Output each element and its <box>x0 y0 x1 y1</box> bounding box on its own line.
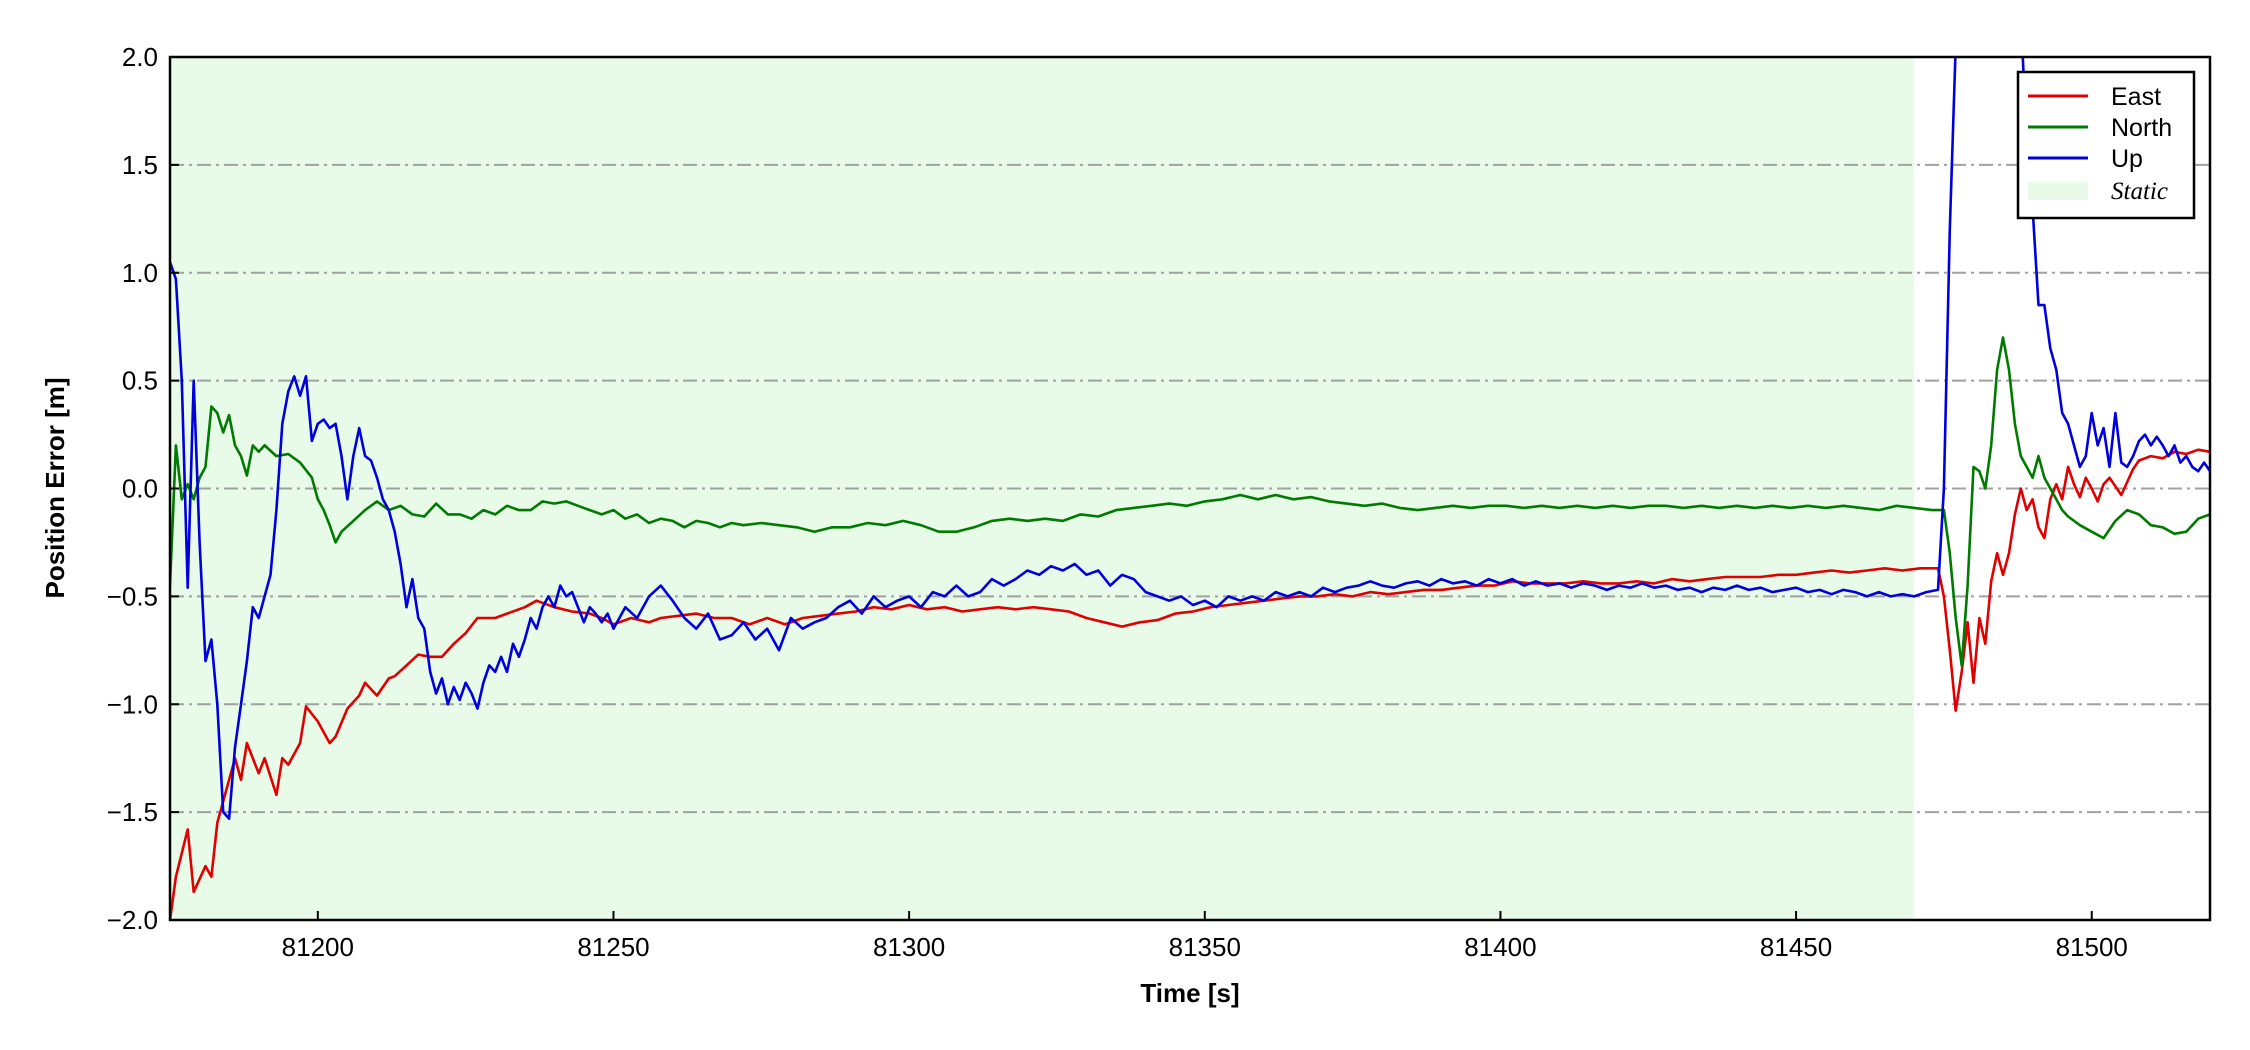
legend-label-up: Up <box>2111 145 2143 173</box>
legend-label-east: East <box>2111 83 2161 111</box>
x-tick-label: 81250 <box>577 932 649 962</box>
x-tick-label: 81400 <box>1464 932 1536 962</box>
y-tick-label: 1.5 <box>122 150 158 180</box>
legend-swatch-static <box>2028 182 2088 200</box>
y-tick-label: −2.0 <box>107 905 158 935</box>
x-axis-title: Time [s] <box>1140 978 1239 1008</box>
series-line-north <box>170 336 2210 667</box>
y-tick-label: 2.0 <box>122 42 158 72</box>
y-tick-label: 0.5 <box>122 366 158 396</box>
x-tick-label: 81450 <box>1760 932 1832 962</box>
y-tick-label: −1.0 <box>107 689 158 719</box>
legend: East North Up Static <box>2016 70 2196 220</box>
grid <box>170 163 2210 814</box>
y-tick-label: −0.5 <box>107 581 158 611</box>
series-line-up <box>170 57 2210 820</box>
x-tick-label: 81500 <box>2056 932 2128 962</box>
y-tick-label: 0.0 <box>122 474 158 504</box>
legend-label-north: North <box>2111 114 2172 142</box>
legend-label-static: Static <box>2111 178 2168 205</box>
x-tick-label: 81300 <box>873 932 945 962</box>
y-axis-title: Position Error [m] <box>40 377 70 598</box>
y-tick-label: 1.0 <box>122 258 158 288</box>
x-tick-label: 81350 <box>1169 932 1241 962</box>
x-tick-label: 81200 <box>282 932 354 962</box>
y-tick-label: −1.5 <box>107 797 158 827</box>
series-line-east <box>170 448 2210 920</box>
